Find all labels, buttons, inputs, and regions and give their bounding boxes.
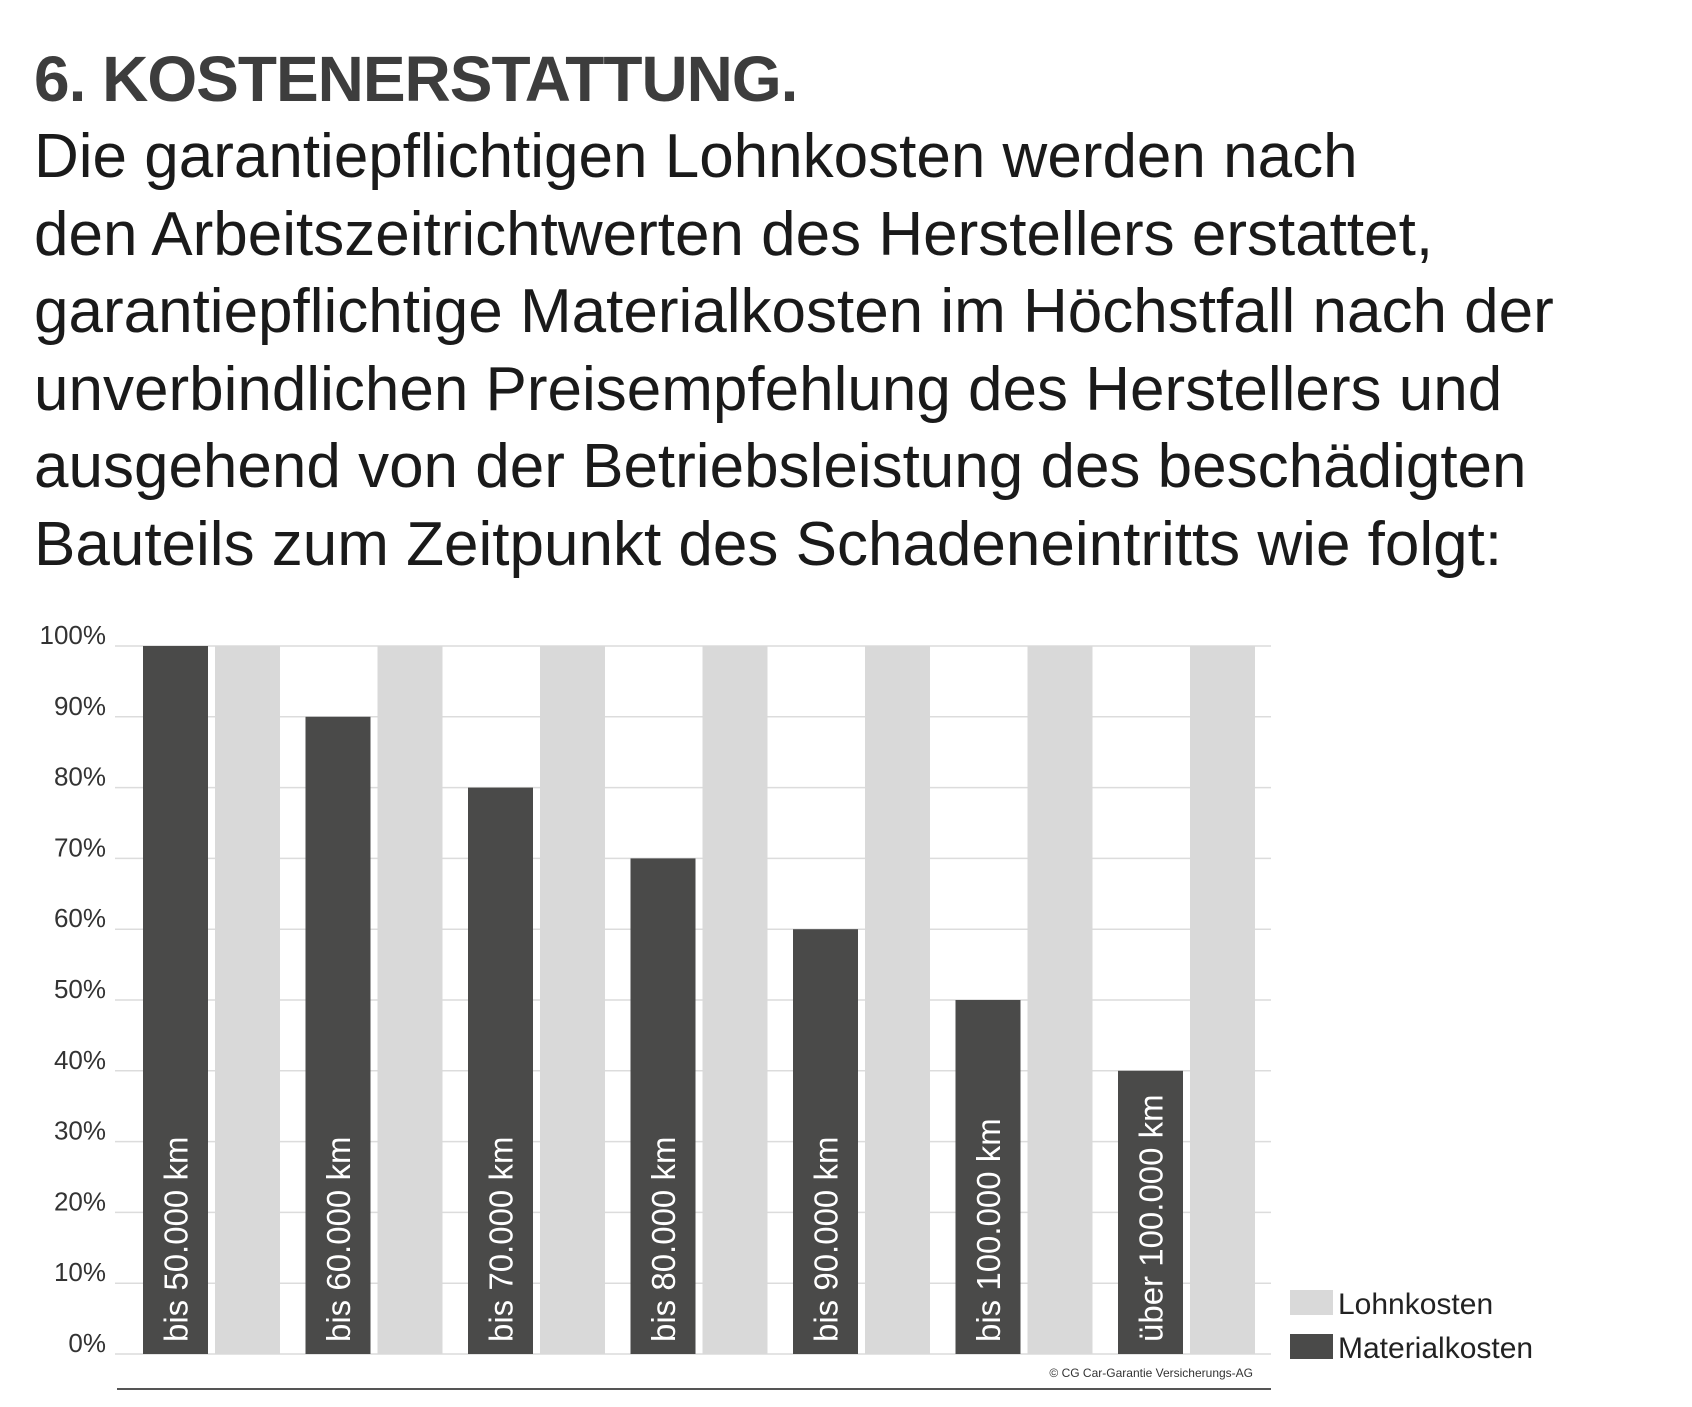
y-tick-label: 0% <box>68 1328 106 1358</box>
y-tick-label: 90% <box>54 691 106 721</box>
bar-lohnkosten <box>702 646 768 1354</box>
bar-materialkosten <box>1118 1070 1183 1354</box>
y-tick-label: 20% <box>54 1186 106 1216</box>
y-tick-label: 60% <box>54 903 106 933</box>
copyright-note: © CG Car-Garantie Versicherungs-AG <box>1049 1366 1253 1380</box>
bar-lohnkosten <box>540 646 605 1354</box>
legend-swatch <box>1290 1290 1333 1315</box>
bar-lohnkosten <box>1027 646 1093 1354</box>
bar-materialkosten <box>955 1000 1021 1354</box>
bar-category-label: bis 50.000 km <box>158 1137 195 1342</box>
bar-lohnkosten <box>377 646 443 1354</box>
bar-lohnkosten <box>215 646 280 1354</box>
y-tick-label: 100% <box>40 620 107 650</box>
legend-label: Materialkosten <box>1338 1332 1533 1365</box>
bar-lohnkosten <box>865 646 930 1354</box>
bar-category-label: bis 80.000 km <box>645 1137 682 1342</box>
bar-lohnkosten <box>1190 646 1255 1354</box>
y-tick-label: 40% <box>54 1045 106 1075</box>
body-line: garantiepflichtige Materialkosten im Höc… <box>34 277 1554 346</box>
y-tick-label: 70% <box>54 832 106 862</box>
bar-materialkosten <box>143 646 208 1354</box>
page-title: 6. KOSTENERSTATTUNG. <box>34 43 798 115</box>
bar-category-label: bis 70.000 km <box>483 1137 520 1342</box>
bar-category-label: bis 100.000 km <box>970 1118 1007 1342</box>
bar-materialkosten <box>793 929 858 1354</box>
bar-materialkosten <box>468 787 533 1354</box>
bar-category-label: über 100.000 km <box>1133 1094 1170 1342</box>
body-line: den Arbeitszeitrichtwerten des Herstelle… <box>34 199 1434 269</box>
y-tick-label: 80% <box>54 762 106 792</box>
bar-category-label: bis 90.000 km <box>808 1137 845 1342</box>
legend-swatch <box>1290 1334 1333 1359</box>
bar-materialkosten <box>305 716 371 1354</box>
legend-label: Lohnkosten <box>1338 1288 1493 1321</box>
y-tick-label: 30% <box>54 1116 106 1146</box>
body-line: ausgehend von der Betriebsleistung des b… <box>34 432 1527 501</box>
y-tick-label: 10% <box>54 1257 106 1287</box>
body-line: unverbindlichen Preisempfehlung des Hers… <box>34 354 1503 424</box>
y-tick-label: 50% <box>54 974 106 1004</box>
body-line: Bauteils zum Zeitpunkt des Schadeneintri… <box>34 509 1503 579</box>
body-text: Die garantiepflichtigen Lohnkosten werde… <box>34 118 1674 583</box>
bar-category-label: bis 60.000 km <box>320 1137 357 1342</box>
bar-materialkosten <box>630 858 696 1354</box>
body-line: Die garantiepflichtigen Lohnkosten werde… <box>34 122 1358 191</box>
